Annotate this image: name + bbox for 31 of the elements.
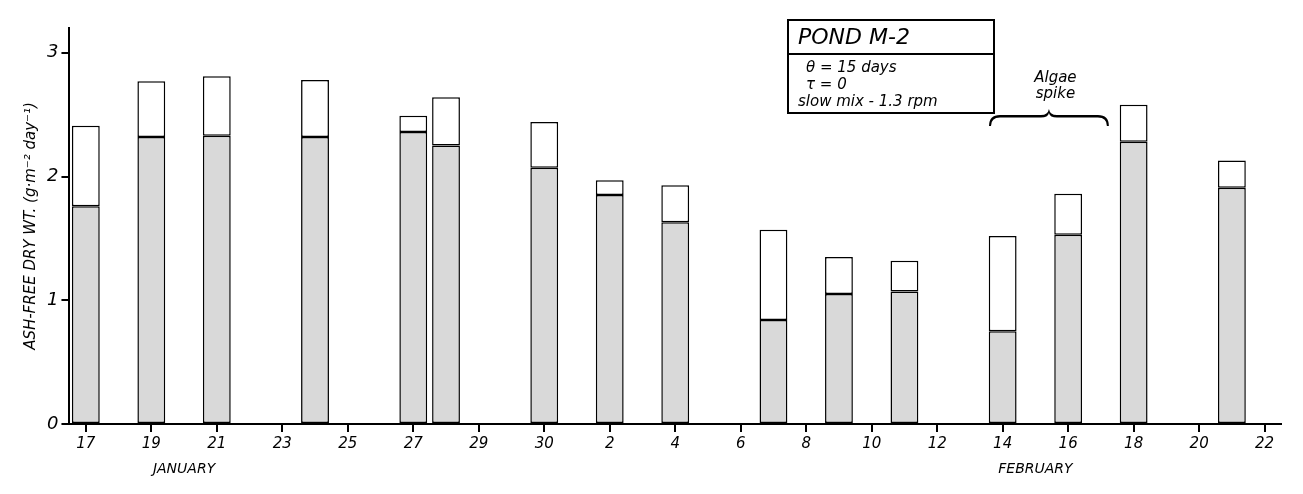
x-tick-label: 4 xyxy=(670,433,680,452)
x-tick-label: 6 xyxy=(735,433,746,452)
y-axis-title: ASH-FREE DRY WT. (g·m⁻² day⁻¹) xyxy=(20,102,39,351)
x-tick-label: 21 xyxy=(207,433,227,452)
x-tick-label: 29 xyxy=(469,433,489,452)
x-tick-label: 19 xyxy=(141,433,161,452)
annotation: slow mix - 1.3 rpm xyxy=(798,91,938,110)
text: JANUARY xyxy=(149,459,217,476)
x-tick-label: 18 xyxy=(1124,433,1144,452)
y-tick-label: 0 xyxy=(47,411,59,433)
text: FEBRUARY xyxy=(998,459,1075,476)
x-tick-label: 12 xyxy=(927,433,947,452)
annotation: θ = 15 days xyxy=(806,57,897,76)
x-tick-label: 23 xyxy=(272,433,292,452)
y-tick-label: 2 xyxy=(47,164,59,186)
x-tick-label: 20 xyxy=(1189,433,1209,452)
annotation: τ = 0 xyxy=(806,74,847,93)
x-tick-label: 8 xyxy=(801,433,811,452)
y-tick-label: 1 xyxy=(47,287,59,309)
x-tick-label: 14 xyxy=(993,433,1013,452)
x-tick-label: 16 xyxy=(1058,433,1078,452)
y-tick-label: 3 xyxy=(47,40,59,62)
x-tick-label: 2 xyxy=(604,433,615,452)
annotation: Algae spike xyxy=(1033,67,1077,102)
annotation: POND M-2 xyxy=(798,23,910,49)
x-tick-label: 22 xyxy=(1255,433,1275,452)
x-tick-label: 25 xyxy=(338,433,358,452)
x-tick-label: 10 xyxy=(862,433,882,452)
x-tick-label: 30 xyxy=(534,433,554,452)
x-tick-label: 27 xyxy=(403,433,424,452)
x-tick-label: 17 xyxy=(76,433,96,452)
